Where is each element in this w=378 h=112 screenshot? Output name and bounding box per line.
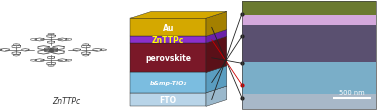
Bar [242, 16, 376, 26]
Bar [242, 26, 376, 62]
Bar [242, 2, 376, 109]
Bar [242, 2, 376, 16]
Bar [130, 19, 206, 37]
Bar [130, 73, 206, 93]
Polygon shape [206, 66, 227, 93]
Polygon shape [206, 37, 227, 73]
Text: ZnTTPc: ZnTTPc [52, 96, 80, 105]
Text: 500 nm: 500 nm [339, 89, 365, 95]
Bar [130, 44, 206, 73]
Text: FTO: FTO [160, 95, 177, 104]
Polygon shape [206, 30, 227, 44]
Bar [130, 37, 206, 44]
Bar [130, 93, 206, 106]
Text: perovskite: perovskite [145, 54, 191, 63]
Bar [242, 62, 376, 94]
Text: b&mp-TiO₂: b&mp-TiO₂ [150, 80, 187, 85]
Text: Au: Au [163, 24, 174, 32]
Polygon shape [206, 12, 227, 37]
Polygon shape [206, 86, 227, 106]
Text: ZnTTPc: ZnTTPc [152, 36, 184, 45]
Polygon shape [130, 12, 227, 19]
Bar [242, 94, 376, 109]
